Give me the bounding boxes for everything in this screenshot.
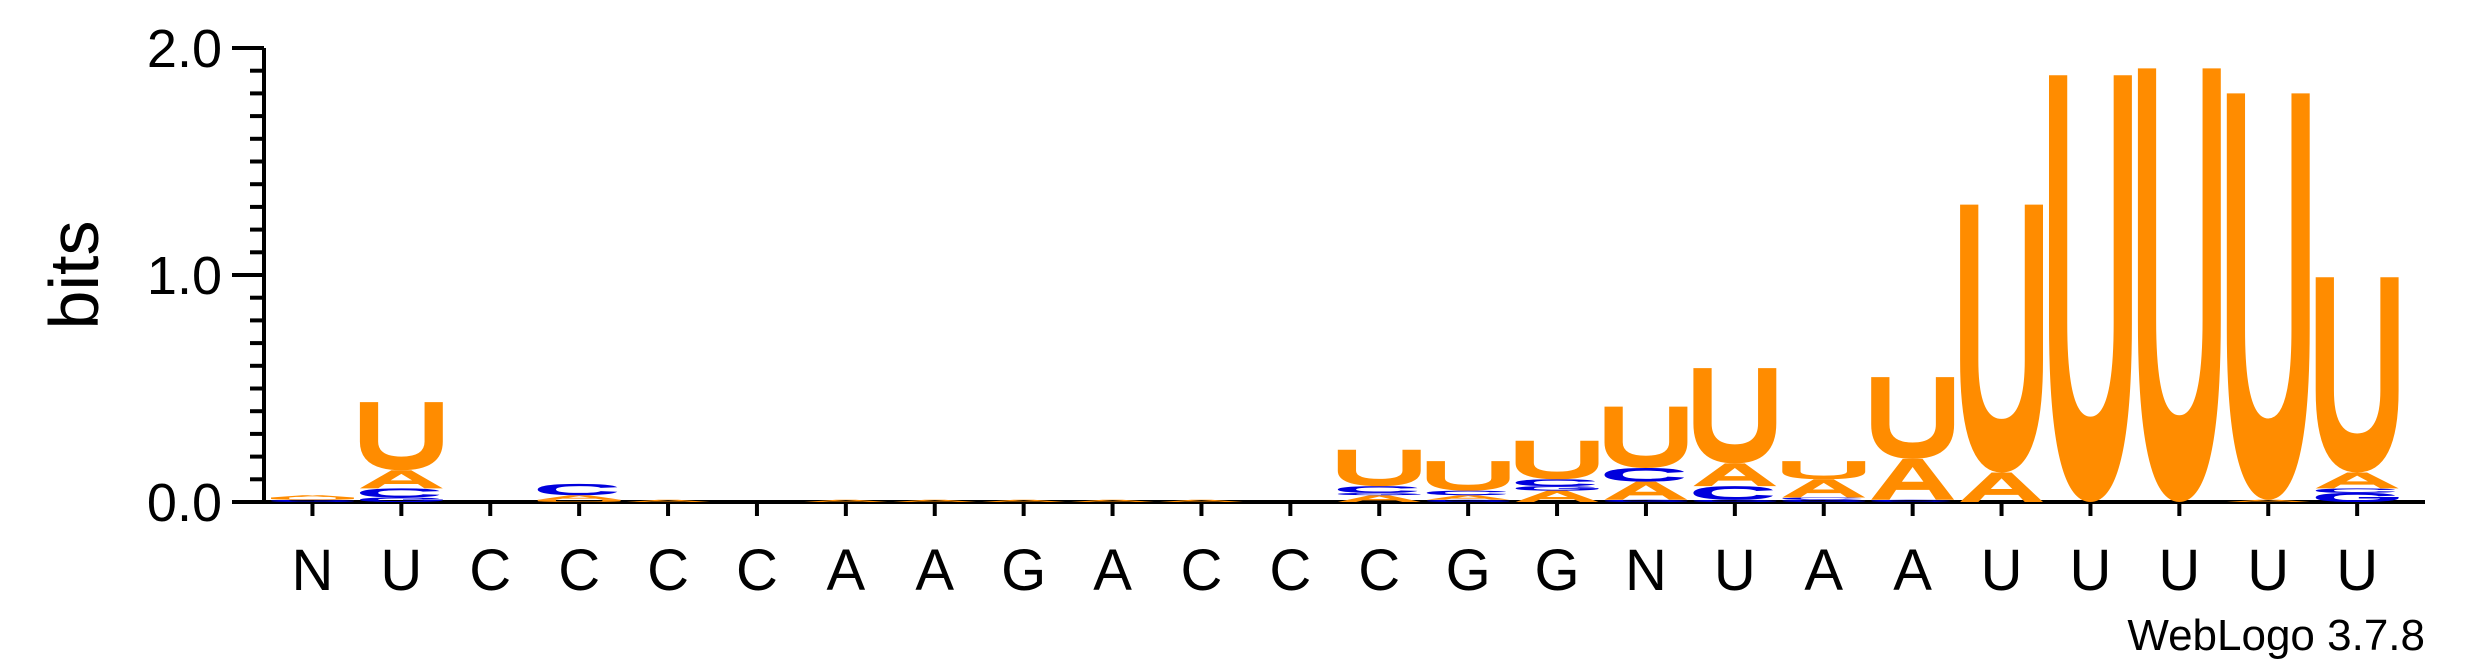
logo-letter-A	[1515, 490, 1599, 502]
position-label: U	[2336, 538, 2378, 603]
logo-letter-U	[537, 499, 621, 502]
logo-letter-C	[1426, 490, 1507, 496]
logo-letter-G	[2315, 492, 2399, 502]
position-label: U	[380, 538, 422, 603]
letter-stacks	[271, 68, 2399, 503]
position-label: C	[469, 538, 511, 603]
logo-letter-G	[359, 497, 443, 502]
logo-letter-U	[1604, 406, 1688, 468]
logo-letter-G	[271, 499, 354, 502]
logo-letter-C	[2315, 488, 2396, 493]
logo-letter-G	[1604, 499, 1688, 502]
position-label: N	[1625, 538, 1667, 603]
logo-letter-A	[893, 499, 977, 502]
logo-letter-U	[1693, 368, 1777, 464]
position-label: U	[1714, 538, 1756, 603]
logo-letter-A	[1871, 458, 1955, 500]
logo-letter-A	[1960, 472, 2043, 502]
position-label: A	[915, 538, 954, 603]
logo-letter-A	[2226, 499, 2310, 502]
logo-letter-A	[1426, 495, 1510, 500]
logo-letter-U	[359, 402, 443, 471]
position-label: U	[2158, 538, 2200, 603]
logo-letter-A	[271, 495, 354, 498]
logo-letter-A	[1604, 481, 1688, 500]
position-label: C	[1358, 538, 1400, 603]
logo-letter-U	[271, 497, 354, 500]
position-label: A	[1804, 538, 1843, 603]
logo-letter-A	[982, 499, 1066, 502]
position-label: G	[1446, 538, 1491, 603]
position-label: C	[736, 538, 778, 603]
logo-letter-A	[1337, 495, 1421, 502]
logo-letter-U	[1960, 204, 2043, 473]
logo-letter-A	[359, 470, 443, 489]
position-label: U	[2070, 538, 2112, 603]
logo-letter-A	[2315, 472, 2399, 489]
logo-letter-U	[1515, 440, 1599, 480]
logo-letter-G	[1515, 486, 1599, 491]
y-axis-title: bits	[35, 221, 113, 330]
logo-letter-C	[1871, 499, 1951, 502]
logo-letter-U	[2049, 75, 2132, 503]
logo-letter-C	[1604, 467, 1685, 482]
logo-letter-A	[626, 499, 710, 502]
logo-letter-C	[1337, 486, 1418, 493]
logo-letter-G	[1782, 499, 1866, 502]
logo-letter-C	[1782, 497, 1862, 500]
position-label: C	[1181, 538, 1223, 603]
weblogo-credit: WebLogo 3.7.8	[2127, 611, 2425, 660]
logo-letter-U	[1426, 461, 1510, 491]
logo-letter-C	[359, 488, 440, 498]
y-tick-label: 0.0	[147, 473, 222, 533]
logo-letter-U	[1871, 377, 1955, 459]
y-tick-label: 2.0	[147, 19, 222, 79]
position-label: C	[1269, 538, 1311, 603]
position-label: C	[647, 538, 689, 603]
position-label: U	[2247, 538, 2289, 603]
logo-letter-A	[804, 499, 888, 502]
y-axis-ticks: 0.0 1.0 2.0	[147, 19, 264, 533]
position-label: A	[1893, 538, 1932, 603]
logo-letter-G	[1693, 499, 1777, 502]
position-label: U	[1981, 538, 2023, 603]
y-tick-label: 1.0	[147, 246, 222, 306]
logo-letter-U	[2226, 93, 2310, 500]
logo-letter-G	[1426, 499, 1510, 502]
position-label: A	[1093, 538, 1132, 603]
logo-letter-A	[1071, 499, 1154, 502]
logo-letter-U	[2137, 68, 2221, 503]
logo-letter-U	[1782, 461, 1866, 480]
logo-letter-A	[1160, 499, 1243, 502]
logo-letter-U	[2315, 277, 2399, 473]
position-label: G	[1534, 538, 1579, 603]
logo-letter-A	[1782, 479, 1866, 498]
position-label: G	[1001, 538, 1046, 603]
position-label: A	[827, 538, 866, 603]
logo-letter-C	[1515, 479, 1596, 487]
position-label: N	[292, 538, 334, 603]
logo-letter-A	[537, 495, 621, 500]
logo-letter-A	[1693, 463, 1777, 487]
position-label: C	[558, 538, 600, 603]
logo-letter-C	[537, 483, 618, 496]
logo-letter-G	[1337, 492, 1421, 496]
logo-letter-C	[1693, 486, 1773, 500]
logo-letter-U	[1337, 449, 1421, 487]
